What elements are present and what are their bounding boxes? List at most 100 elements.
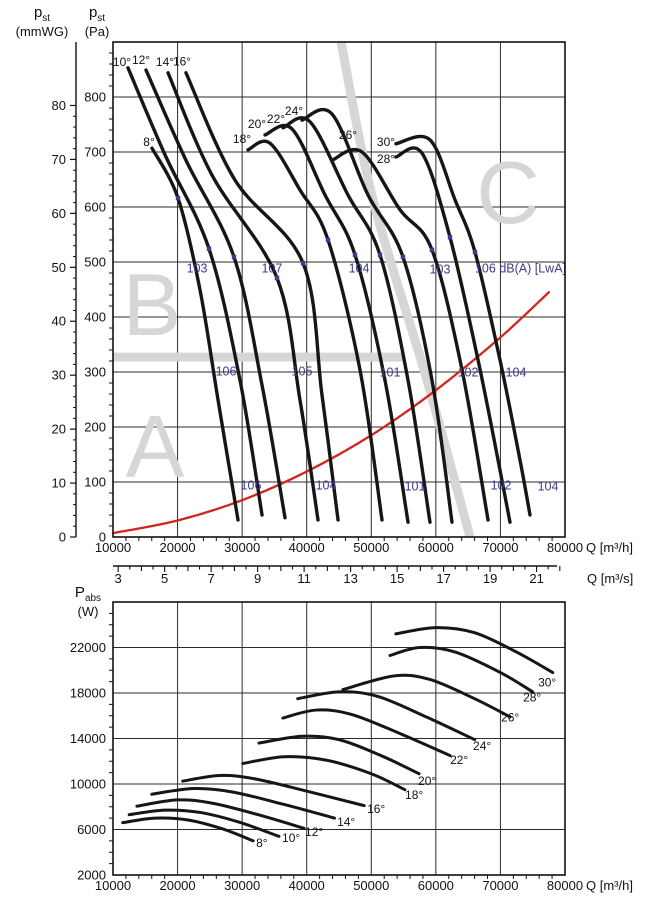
- q-m3h-tick-label: 60000: [418, 540, 454, 555]
- pa-tick-label: 300: [84, 365, 106, 380]
- angle-label: 22°: [450, 753, 468, 767]
- noise-label: 104: [538, 479, 559, 493]
- noise-dot: [175, 196, 181, 201]
- mmwg-tick-label: 40: [52, 314, 66, 329]
- q-m3h-tick-label: 30000: [224, 878, 260, 893]
- pressure-curves: [126, 66, 532, 524]
- q-m3s-axis: 3 5 7 9 11 13 15 17 19 21 Q [m³/s]: [113, 565, 633, 586]
- pa-tick-label: 700: [84, 145, 106, 160]
- mmwg-tick-label: 50: [52, 260, 66, 275]
- bottom-chart-grid: [112, 602, 566, 875]
- noise-label: 102: [458, 366, 479, 380]
- mmwg-tick-label: 30: [52, 368, 66, 383]
- angle-label: 18°: [405, 788, 423, 802]
- angle-label: 28°: [377, 152, 395, 166]
- pabs-tick-label: 10000: [70, 777, 106, 792]
- mmwg-tick-label: 60: [52, 206, 66, 221]
- angle-label: 30°: [377, 135, 395, 149]
- power-curve-20°: [257, 734, 421, 776]
- top-chart-frame: [112, 41, 566, 538]
- pa-tick-label: 200: [84, 420, 106, 435]
- q-m3h-tick-label: 20000: [159, 878, 195, 893]
- angle-label: 24°: [473, 739, 491, 753]
- bottom-chart-frame: [112, 601, 566, 876]
- angle-label: 16°: [367, 802, 385, 816]
- top-chart-axes: 0 100 200 300 400 500 600 700 800 0 10 20 30 40 50 60 70…: [52, 41, 633, 555]
- mmwg-tick-label: 80: [52, 98, 66, 113]
- noise-label: 104: [349, 262, 370, 276]
- noise-label: 106: [216, 364, 237, 378]
- q-m3s-tick-label: 15: [390, 571, 404, 586]
- mmwg-tick-label: 70: [52, 152, 66, 167]
- q-m3s-axis-label: Q [m³/s]: [587, 571, 633, 586]
- pabs-axis-title: Pabs (W): [62, 584, 114, 619]
- noise-label: 104: [506, 366, 527, 380]
- angle-label: 24°: [285, 104, 303, 118]
- q-m3h-tick-label: 10000: [95, 878, 131, 893]
- angle-label: 26°: [501, 710, 519, 724]
- pressure-curve-20°: [263, 123, 410, 524]
- power-curve-14°: [150, 786, 336, 820]
- pressure-curve-24°: [300, 107, 454, 524]
- noise-label: 107: [262, 262, 283, 276]
- angle-label: 16°: [173, 54, 191, 68]
- pa-tick-label: 0: [99, 530, 106, 545]
- bottom-chart: 8° 10° 12° 14° 16° 18°20° 22° 24° 26° 28°30° 2000 6…: [70, 601, 633, 893]
- pabs-tick-label: 18000: [70, 686, 106, 701]
- q-m3h-tick-label: 80000: [547, 878, 583, 893]
- pressure-curve-28°: [394, 146, 512, 524]
- power-curve-24°: [296, 690, 477, 742]
- pa-unit-label: (Pa): [84, 23, 110, 39]
- q-m3s-tick-label: 17: [436, 571, 450, 586]
- pressure-curve-8°: [150, 146, 240, 522]
- power-curve-26°: [341, 673, 512, 719]
- q-m3s-tick-label: 7: [208, 571, 215, 586]
- q-m3s-tick-label: 9: [254, 571, 261, 586]
- q-m3h-tick-label: 60000: [418, 878, 454, 893]
- q-m3s-tick-label: 11: [297, 571, 311, 586]
- pabs-symbol: Pabs: [74, 584, 102, 604]
- mmwg-unit-label: (mmWG): [15, 23, 69, 39]
- noise-label: 106: [241, 478, 262, 492]
- bottom-chart-axes: 2000 6000 10000 14000 18000 22000 10000 20000 30…: [70, 601, 633, 893]
- noise-label: 103: [430, 263, 451, 277]
- q-m3h-tick-label: 50000: [353, 878, 389, 893]
- noise-dot: [274, 275, 280, 281]
- angle-label: 14°: [337, 815, 355, 829]
- angle-label: 10°: [113, 55, 131, 69]
- q-m3h-tick-label: 10000: [95, 540, 131, 555]
- q-m3s-tick-label: 3: [115, 571, 122, 586]
- power-curve-10°: [127, 808, 281, 838]
- q-m3h-tick-label: 20000: [159, 540, 195, 555]
- mmwg-tick-label: 20: [52, 422, 66, 437]
- noise-dot: [447, 235, 453, 240]
- noise-labels: 103 107 104 103 106 dB(A) [LwA] 106 105 101 102 1…: [187, 262, 566, 494]
- power-curve-8°: [121, 816, 255, 843]
- noise-measurement-points: [175, 196, 478, 281]
- pabs-tick-label: 14000: [70, 731, 106, 746]
- noise-dot: [300, 260, 306, 266]
- q-m3h-tick-label: 70000: [482, 540, 518, 555]
- q-m3s-tick-label: 13: [343, 571, 357, 586]
- noise-dot: [377, 252, 383, 258]
- pst-symbol: pst: [33, 4, 51, 24]
- noise-dot: [429, 247, 435, 253]
- power-curves: [121, 626, 555, 843]
- zone-letter-B: B: [123, 255, 182, 354]
- angle-label: 10°: [282, 831, 300, 845]
- q-m3s-tick-label: 5: [161, 571, 168, 586]
- noise-label: 102: [491, 478, 512, 492]
- noise-dot: [352, 252, 358, 258]
- bottom-angle-labels: 8° 10° 12° 14° 16° 18°20° 22° 24° 26° 28°30°: [256, 675, 556, 850]
- angle-label: 20°: [418, 774, 436, 788]
- noise-label: 104: [316, 478, 337, 492]
- noise-label: 103: [187, 262, 208, 276]
- mmwg-tick-label: 10: [52, 476, 66, 491]
- power-curve-28°: [388, 645, 535, 694]
- pabs-tick-label: 2000: [77, 868, 106, 883]
- angle-label: 12°: [132, 53, 150, 67]
- noise-dot: [472, 249, 478, 255]
